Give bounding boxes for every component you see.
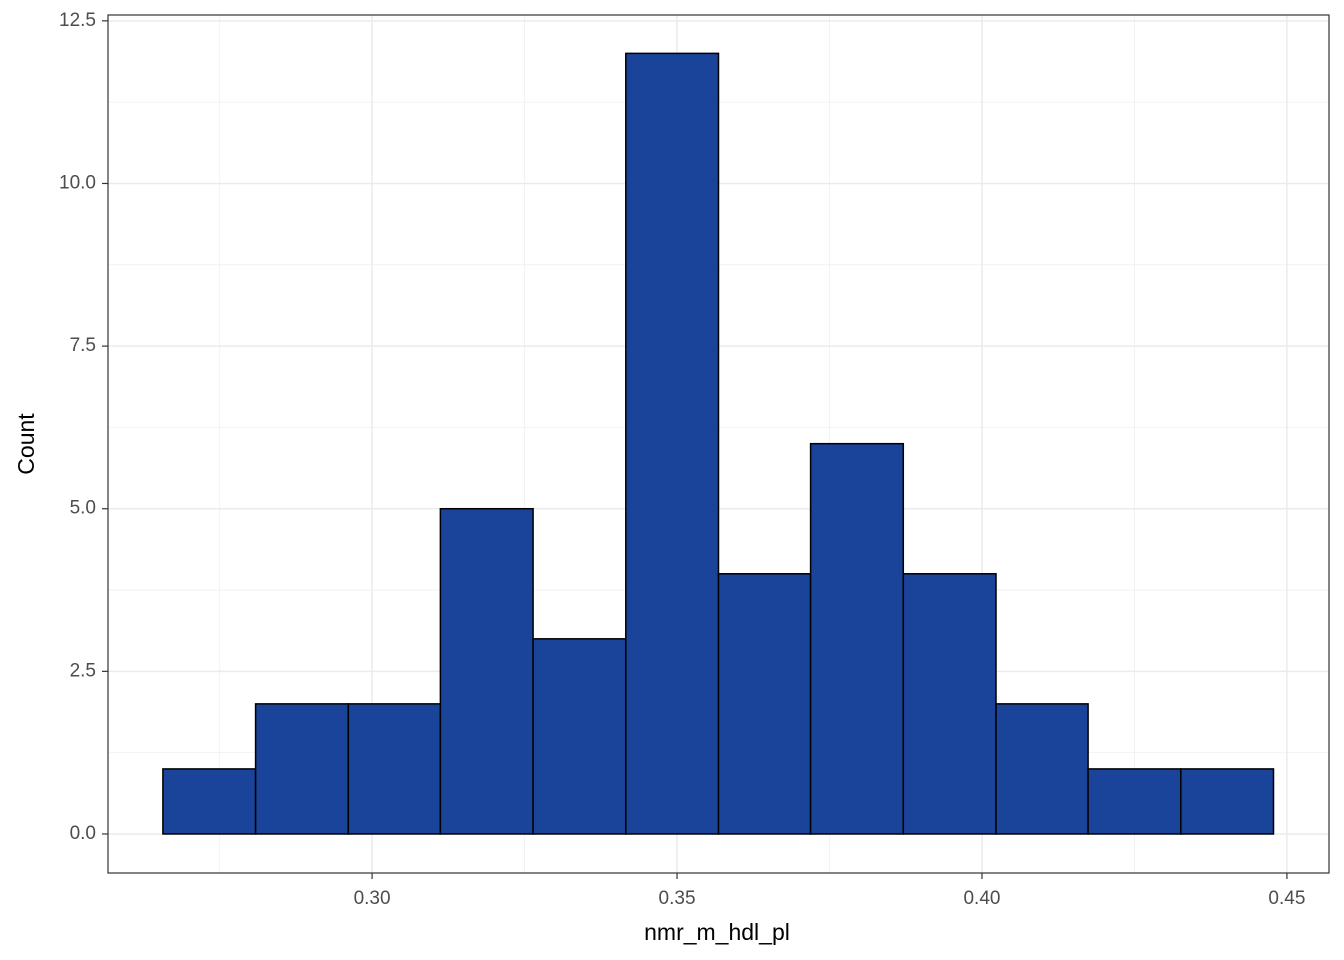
bar (995, 703, 1089, 835)
y-tick-label: 5.0 (70, 498, 96, 519)
bar (439, 507, 534, 835)
bar (1087, 768, 1182, 835)
y-tick-label: 2.5 (70, 660, 96, 681)
panel-border (107, 14, 1330, 874)
bar (162, 768, 257, 835)
y-tick-label: 0.0 (70, 823, 96, 844)
x-axis-title: nmr_m_hdl_pl (644, 919, 790, 945)
y-tick-label: 10.0 (59, 172, 96, 193)
bar (254, 703, 350, 835)
x-tick-label: 0.45 (1268, 888, 1305, 909)
bar (809, 442, 905, 835)
bar (1180, 768, 1275, 835)
bar (902, 573, 997, 835)
y-axis-title: Count (13, 413, 39, 475)
bar (347, 703, 442, 835)
bar (532, 638, 627, 835)
y-tick-label: 7.5 (70, 335, 96, 356)
bar (717, 573, 812, 835)
y-tick-label: 12.5 (59, 10, 96, 31)
x-tick-label: 0.40 (963, 888, 1000, 909)
x-tick-label: 0.35 (659, 888, 696, 909)
bar (625, 52, 720, 835)
x-tick-label: 0.30 (354, 888, 391, 909)
